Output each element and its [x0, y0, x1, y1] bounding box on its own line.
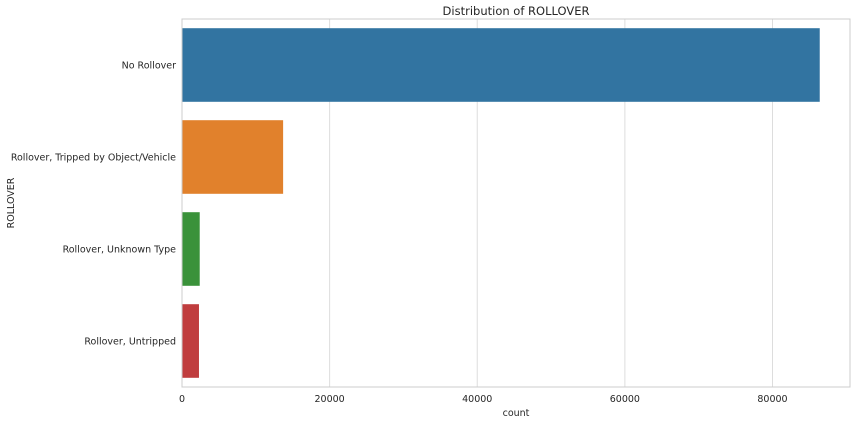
bar-0: [182, 28, 820, 102]
x-tick-labels: 0 20000 40000 60000 80000: [179, 394, 788, 405]
bar-2: [182, 212, 200, 286]
x-tick-label-1: 20000: [315, 394, 345, 405]
bars: [182, 28, 820, 378]
y-tick-label-2: Rollover, Unknown Type: [63, 245, 177, 256]
y-tick-labels: No Rollover Rollover, Tripped by Object/V…: [11, 61, 176, 348]
bar-3: [182, 304, 199, 378]
y-axis-label: ROLLOVER: [6, 177, 17, 228]
x-tick-label-3: 60000: [610, 394, 640, 405]
bar-1: [182, 120, 284, 194]
plot-frame: [181, 18, 851, 388]
chart-title: Distribution of ROLLOVER: [443, 4, 590, 18]
y-tick-label-1: Rollover, Tripped by Object/Vehicle: [11, 153, 176, 164]
x-axis-label: count: [503, 408, 530, 419]
x-tick-label-0: 0: [179, 394, 185, 405]
y-tick-label-0: No Rollover: [122, 61, 176, 72]
x-tick-label-2: 40000: [462, 394, 492, 405]
y-tick-label-3: Rollover, Untripped: [84, 337, 176, 348]
x-tick-label-4: 80000: [757, 394, 787, 405]
